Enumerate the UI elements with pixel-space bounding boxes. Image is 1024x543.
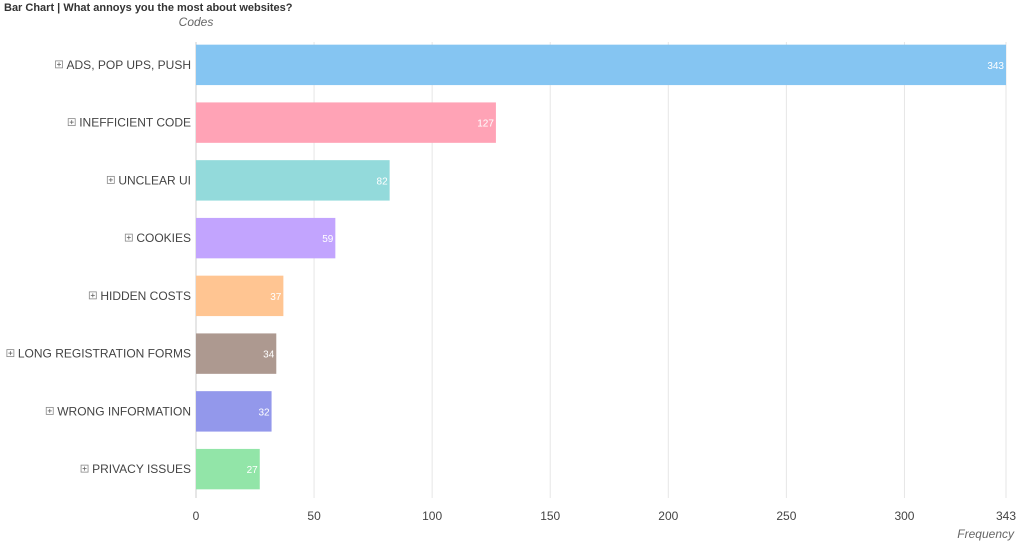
x-tick-label: 100 xyxy=(422,509,442,523)
x-tick-label: 300 xyxy=(894,509,914,523)
category-label: ADS, POP UPS, PUSH xyxy=(67,58,191,72)
bar-value-label: 32 xyxy=(258,407,270,418)
bar-value-label: 59 xyxy=(322,234,334,245)
expand-icon[interactable] xyxy=(6,349,15,358)
x-tick-label: 200 xyxy=(658,509,678,523)
category-label: LONG REGISTRATION FORMS xyxy=(18,347,191,361)
x-tick-label: 343 xyxy=(996,509,1016,523)
bar[interactable] xyxy=(196,217,336,259)
expand-icon[interactable] xyxy=(88,291,97,300)
expand-icon[interactable] xyxy=(106,175,115,184)
bar[interactable] xyxy=(196,333,277,374)
x-tick-label: 50 xyxy=(307,509,321,523)
bar[interactable] xyxy=(196,391,272,432)
category-label: COOKIES xyxy=(136,231,191,245)
category-label: WRONG INFORMATION xyxy=(57,404,191,418)
bar-value-label: 37 xyxy=(270,292,282,303)
bar[interactable] xyxy=(196,44,1006,86)
x-tick-label: 150 xyxy=(540,509,560,523)
expand-icon[interactable] xyxy=(45,406,54,415)
bar-value-label: 27 xyxy=(247,465,259,476)
bar-value-label: 343 xyxy=(987,61,1004,72)
bar-layer xyxy=(196,44,1006,490)
bar-value-label: 82 xyxy=(377,176,389,187)
bar-value-label: 34 xyxy=(263,350,275,361)
bar[interactable] xyxy=(196,160,390,201)
x-tick-label: 0 xyxy=(193,509,200,523)
expand-icon[interactable] xyxy=(80,464,89,473)
category-label: UNCLEAR UI xyxy=(118,173,191,187)
y-axis-title: Codes xyxy=(179,15,214,29)
category-label: INEFFICIENT CODE xyxy=(79,116,191,130)
x-axis-title: Frequency xyxy=(957,527,1015,541)
expand-icon[interactable] xyxy=(55,60,63,69)
chart-title: Bar Chart | What annoys you the most abo… xyxy=(4,2,293,14)
category-label: HIDDEN COSTS xyxy=(100,289,191,303)
expand-icon[interactable] xyxy=(67,118,76,127)
category-label: PRIVACY ISSUES xyxy=(92,462,191,476)
x-tick-label: 250 xyxy=(776,509,796,523)
label-layer: 0 50 100 150 200 250 300 343 343 ADS, POP UPS, PU… xyxy=(6,58,1016,523)
expand-icon[interactable] xyxy=(124,233,133,242)
bar-value-label: 127 xyxy=(477,119,494,130)
bar[interactable] xyxy=(196,275,284,317)
bar[interactable] xyxy=(196,448,260,490)
bar[interactable] xyxy=(196,102,496,143)
grid-layer xyxy=(195,42,1007,498)
